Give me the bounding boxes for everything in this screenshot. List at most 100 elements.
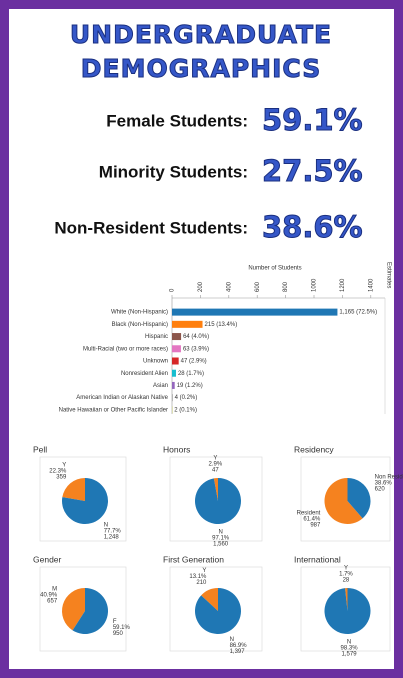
pie-title: Residency <box>294 444 334 454</box>
pie-slice <box>347 478 371 519</box>
category-label: Native Hawaiian or Other Pacific Islande… <box>59 407 168 413</box>
pie-box <box>300 456 391 542</box>
slice-label: 40.9% <box>40 592 58 598</box>
category-label: American Indian or Alaskan Native <box>76 395 168 401</box>
x-tick-label: 400 <box>226 281 232 292</box>
slice-label: N <box>104 523 108 529</box>
x-tick-label: 600 <box>255 281 261 292</box>
x-tick-label: 1000 <box>312 278 318 292</box>
pie-slice <box>324 588 371 634</box>
slice-label: 1,579 <box>342 652 358 658</box>
title-line: UNDERGRADUATE <box>70 20 332 49</box>
bar <box>172 357 179 365</box>
category-label: Black (Non-Hispanic) <box>112 322 168 328</box>
slice-label: 210 <box>196 580 207 586</box>
slice-label: 359 <box>56 474 67 480</box>
slice-label: 77.7% <box>104 529 122 535</box>
value-label: 4 (0.2%) <box>175 395 198 401</box>
slice-label: 1,397 <box>230 649 246 655</box>
pie-slice <box>194 478 241 524</box>
slice-label: 1,560 <box>213 541 229 547</box>
slice-label: 1.7% <box>339 572 353 578</box>
slice-label: F <box>113 619 117 625</box>
slice-label: 38.6% <box>375 480 393 486</box>
stat-value: 38.6% <box>262 210 363 244</box>
panel <box>9 9 394 669</box>
value-label: 1,165 (72.5%) <box>339 310 377 316</box>
category-label: Unknown <box>143 359 168 365</box>
category-label: Multi-Racial (two or more races) <box>83 346 168 352</box>
slice-label: Y <box>344 566 348 572</box>
slice-label: Y <box>62 462 66 468</box>
value-label: 63 (3.9%) <box>183 346 209 352</box>
value-label: 64 (4.0%) <box>183 334 209 340</box>
x-tick-label: 1200 <box>340 278 346 292</box>
pie-title: First Generation <box>163 554 224 564</box>
stat-value: 59.1% <box>262 103 363 137</box>
slice-label: 59.1% <box>113 625 131 631</box>
category-label: Hispanic <box>145 334 168 340</box>
category-label: Nonresident Alien <box>121 371 168 377</box>
value-label: 2 (0.1%) <box>174 407 197 413</box>
stat-label: Minority Students: <box>99 162 248 181</box>
pie-title: Pell <box>33 444 47 454</box>
slice-label: 22.3% <box>49 468 67 474</box>
side-label: Estimates <box>385 262 391 288</box>
bar <box>172 345 181 353</box>
bar <box>172 369 176 377</box>
pie-slice <box>62 588 85 631</box>
bar <box>172 333 182 341</box>
slice-label: 620 <box>375 486 386 492</box>
pie-box <box>39 566 127 652</box>
pie-title: International <box>294 554 341 564</box>
slice-label: Y <box>202 568 206 574</box>
title-line: DEMOGRAPHICS <box>81 54 321 83</box>
x-tick-label: 1400 <box>368 278 374 292</box>
slice-label: 28 <box>343 578 350 584</box>
pie-slice <box>62 478 85 501</box>
stat-label: Female Students: <box>106 111 248 130</box>
slice-label: M <box>52 586 57 592</box>
pie-box <box>300 566 391 652</box>
x-axis-label: Number of Students <box>248 266 301 272</box>
bar <box>172 308 338 316</box>
pie-slice <box>213 478 218 501</box>
slice-label: 97.1% <box>212 535 230 541</box>
value-label: 215 (13.4%) <box>205 322 238 328</box>
slice-label: N <box>347 640 351 646</box>
slice-label: 1,248 <box>104 535 120 541</box>
slice-label: 86.9% <box>230 643 248 649</box>
pie-slice <box>324 478 363 525</box>
slice-label: 987 <box>310 523 321 529</box>
slice-label: 61.4% <box>303 517 321 523</box>
value-label: 19 (1.2%) <box>177 383 203 389</box>
x-tick-label: 800 <box>283 281 289 292</box>
stat-label: Non-Resident Students: <box>54 218 248 237</box>
x-tick-label: 200 <box>198 281 204 292</box>
pie-box <box>169 566 263 652</box>
category-label: White (Non-Hispanic) <box>111 310 168 316</box>
slice-label: 47 <box>212 468 219 474</box>
slice-label: N <box>230 637 234 643</box>
slice-label: 98.3% <box>341 646 359 652</box>
pie-title: Honors <box>163 444 190 454</box>
value-label: 47 (2.9%) <box>181 359 207 365</box>
slice-label: Resident <box>297 511 321 517</box>
pie-slice <box>201 588 218 611</box>
slice-label: N <box>218 529 222 535</box>
slice-label: Non Resident <box>375 474 403 480</box>
pie-box <box>169 456 263 542</box>
pie-title: Gender <box>33 554 62 564</box>
category-label: Asian <box>153 383 168 389</box>
bar <box>172 394 173 402</box>
x-tick-label: 0 <box>170 288 176 292</box>
pie-slice <box>72 588 109 634</box>
slice-label: 950 <box>113 631 124 637</box>
stat-value: 27.5% <box>262 154 363 188</box>
slice-label: 2.9% <box>209 462 223 468</box>
pie-slice <box>61 478 109 525</box>
slice-label: 13.1% <box>189 574 207 580</box>
pie-slice <box>195 588 242 634</box>
slice-label: 657 <box>47 598 58 604</box>
